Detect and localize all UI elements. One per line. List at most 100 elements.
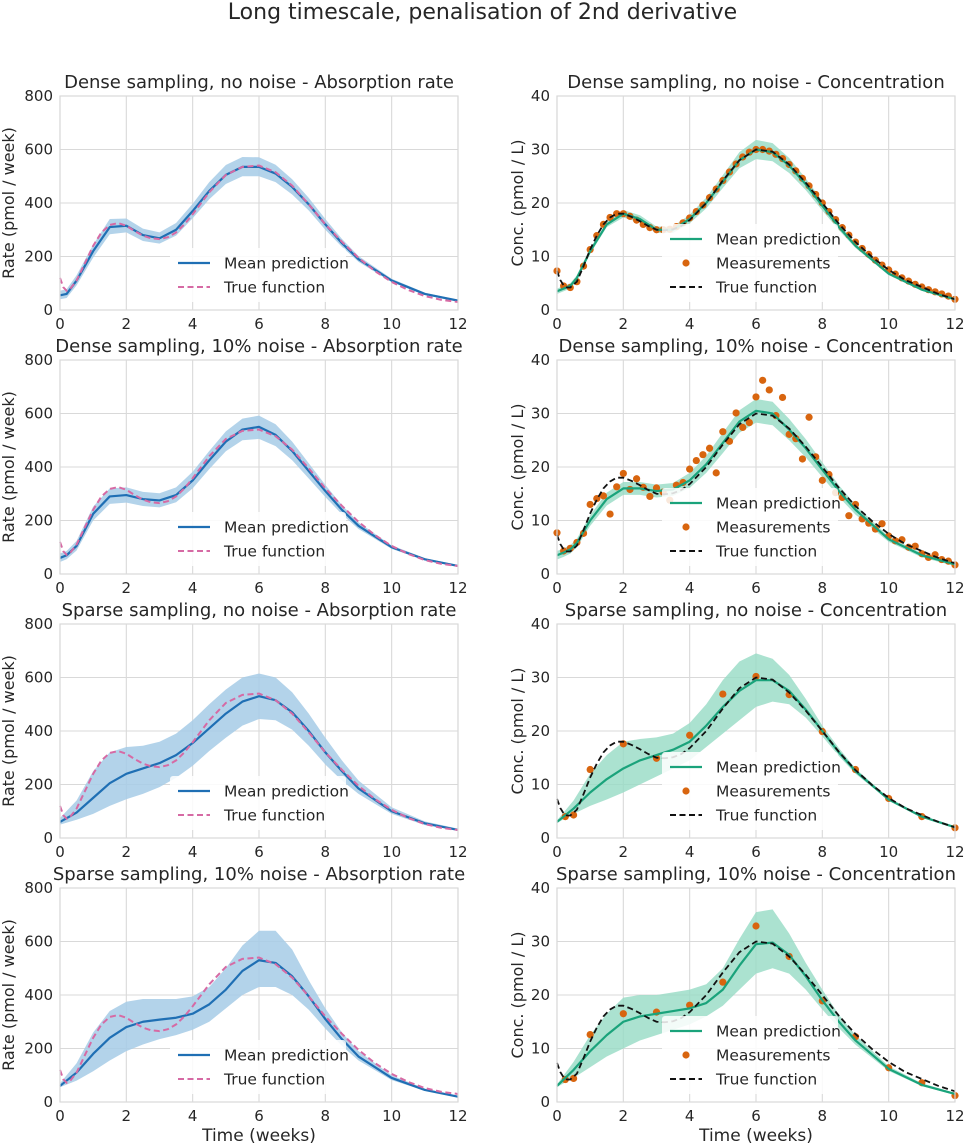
- x-tick-label: 8: [321, 315, 331, 333]
- x-tick-label: 6: [751, 843, 761, 861]
- legend-measurement-swatch: [682, 259, 690, 267]
- measurement-point: [911, 542, 919, 550]
- measurement-point: [805, 413, 813, 421]
- y-tick-label: 10: [531, 248, 550, 266]
- y-tick-label: 30: [531, 405, 550, 423]
- x-tick-label: 12: [448, 579, 467, 597]
- y-tick-label: 600: [24, 141, 53, 159]
- legend-label: True function: [715, 279, 817, 297]
- measurement-point: [699, 451, 707, 459]
- legend-box: [170, 1040, 346, 1094]
- legend-box: [170, 512, 346, 566]
- x-tick-label: 6: [254, 579, 264, 597]
- mean-prediction-line: [59, 695, 459, 832]
- x-tick-label: 2: [122, 315, 132, 333]
- legend-label: Measurements: [716, 255, 831, 273]
- legend-label: True function: [223, 1071, 325, 1089]
- y-tick-label: 400: [24, 194, 53, 212]
- measurement-point: [619, 1010, 627, 1018]
- x-tick-label: 6: [751, 315, 761, 333]
- chart-title: Dense sampling, 10% noise - Absorption r…: [55, 336, 462, 357]
- x-tick-label: 10: [879, 1107, 898, 1125]
- legend-label: Measurements: [716, 783, 831, 801]
- legend-label: True function: [223, 543, 325, 561]
- measurement-point: [686, 465, 694, 473]
- plot-frame: [59, 623, 459, 839]
- x-tick-label: 10: [879, 843, 898, 861]
- y-tick-label: 800: [24, 615, 53, 633]
- x-tick-label: 12: [448, 315, 467, 333]
- measurement-point: [719, 428, 727, 436]
- legend-label: Measurements: [716, 1047, 831, 1065]
- x-tick-label: 0: [552, 1107, 562, 1125]
- y-tick-label: 30: [531, 669, 550, 687]
- x-tick-label: 4: [188, 843, 198, 861]
- y-tick-label: 400: [24, 986, 53, 1004]
- x-tick-label: 8: [818, 843, 828, 861]
- x-tick-label: 6: [751, 579, 761, 597]
- y-tick-label: 0: [43, 565, 53, 583]
- measurement-point: [613, 483, 621, 491]
- x-tick-label: 4: [188, 1107, 198, 1125]
- y-tick-label: 30: [531, 141, 550, 159]
- x-tick-label: 12: [945, 579, 964, 597]
- x-tick-label: 2: [619, 1107, 629, 1125]
- x-tick-label: 8: [818, 579, 828, 597]
- measurement-point: [692, 456, 700, 465]
- y-tick-label: 400: [24, 722, 53, 740]
- confidence-band: [60, 156, 458, 302]
- y-axis-label: Rate (pmol / week): [0, 127, 18, 279]
- true-function-line: [59, 164, 459, 303]
- mean-prediction-line: [556, 409, 956, 566]
- chart-title: Dense sampling, no noise - Absorption ra…: [64, 72, 454, 93]
- panel-p6: 0 2 4 6 8 10 12 0 10 20 30 40 Sparse sampling, no no…: [508, 600, 965, 861]
- measurement-point: [752, 922, 760, 930]
- legend-label: Mean prediction: [224, 783, 349, 801]
- x-tick-label: 2: [619, 843, 629, 861]
- measurement-point: [569, 811, 578, 819]
- measurement-point: [606, 510, 614, 518]
- legend-measurement-swatch: [682, 787, 690, 795]
- panel-p5: 0 2 4 6 8 10 12 0 200 400 600 800 Sparse sampling, n…: [0, 600, 468, 861]
- x-tick-label: 4: [685, 1107, 695, 1125]
- x-tick-label: 0: [552, 579, 562, 597]
- panel-p4: 0 2 4 6 8 10 12 0 10 20 30 40 Dense sampling, 10% no…: [508, 336, 965, 597]
- y-tick-label: 10: [531, 1040, 550, 1058]
- measurement-point: [569, 1074, 578, 1083]
- measurement-point: [765, 386, 773, 394]
- x-tick-label: 12: [945, 843, 964, 861]
- x-tick-label: 2: [122, 1107, 132, 1125]
- legend: Mean prediction Measurements True function: [662, 1016, 841, 1094]
- chart-title: Dense sampling, 10% noise - Concentratio…: [558, 336, 953, 357]
- x-tick-label: 10: [382, 579, 401, 597]
- measurement-point: [719, 690, 727, 698]
- legend-label: Mean prediction: [716, 1023, 841, 1041]
- y-axis-label: Conc. (pmol / L): [508, 139, 527, 266]
- y-tick-label: 30: [531, 933, 550, 951]
- plot-frame: [59, 359, 459, 575]
- x-tick-label: 0: [55, 579, 65, 597]
- y-tick-label: 600: [24, 669, 53, 687]
- legend: Mean prediction Measurements True function: [662, 488, 841, 566]
- x-tick-label: 0: [552, 315, 562, 333]
- measurement-point: [705, 444, 714, 452]
- panel-p2: 0 2 4 6 8 10 12 0 10 20 30 40 Dense sampling, no noi…: [508, 72, 965, 333]
- legend-measurement-swatch: [682, 1051, 690, 1059]
- y-tick-label: 200: [24, 776, 53, 794]
- legend: Mean prediction Measurements True function: [662, 224, 841, 302]
- measurement-point: [752, 393, 760, 401]
- x-tick-label: 6: [254, 1107, 264, 1125]
- chart-title: Sparse sampling, 10% noise - Absorption …: [53, 864, 465, 885]
- x-tick-label: 8: [818, 1107, 828, 1125]
- measurement-point: [586, 765, 594, 774]
- x-tick-label: 2: [122, 579, 132, 597]
- x-tick-label: 8: [321, 1107, 331, 1125]
- x-tick-label: 6: [751, 1107, 761, 1125]
- measurement-point: [745, 418, 753, 427]
- legend-box: [662, 488, 838, 566]
- x-tick-label: 10: [382, 843, 401, 861]
- x-tick-label: 12: [448, 1107, 467, 1125]
- legend-box: [662, 224, 838, 302]
